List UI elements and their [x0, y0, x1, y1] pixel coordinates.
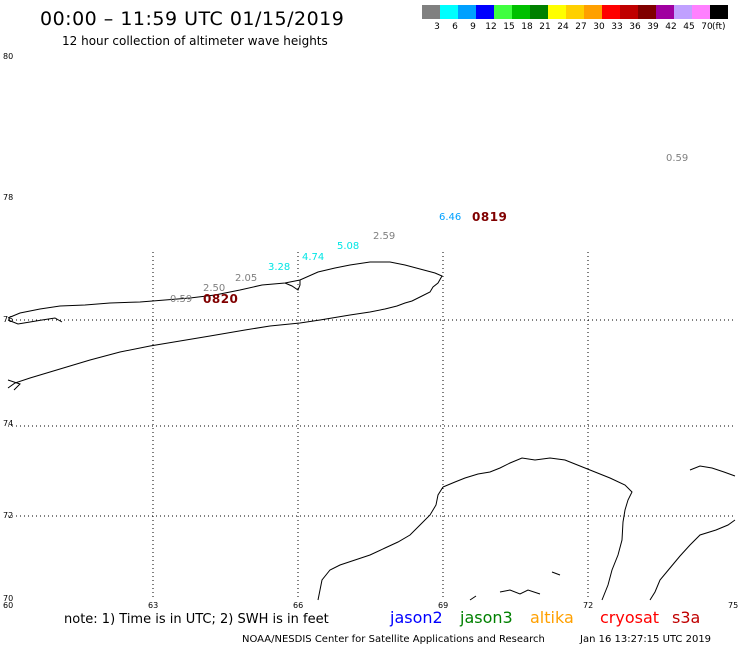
scale-label: 45: [683, 22, 695, 32]
wave-height-value: 4.74: [302, 252, 325, 263]
scale-label: 3: [434, 22, 440, 32]
pass-time-label: 0820: [203, 292, 239, 306]
wave-height-value: 0.59: [170, 294, 193, 305]
yugorsky-coast: [317, 486, 444, 601]
scale-label: 39: [647, 22, 659, 32]
scale-label: 70: [701, 22, 713, 32]
wave-height-value: 2.05: [235, 273, 258, 284]
scale-label: 18: [521, 22, 533, 32]
scale-swatch: [710, 5, 728, 19]
scale-label: 21: [539, 22, 551, 32]
longitude-label: 66: [293, 601, 304, 610]
scale-label: 15: [503, 22, 515, 32]
scale-label: 42: [665, 22, 677, 32]
latitude-label: 78: [3, 193, 14, 202]
satellite-legend-item: cryosat: [600, 608, 660, 627]
scale-swatch: [584, 5, 602, 19]
scale-swatch: [602, 5, 620, 19]
latitude-label: 70: [3, 594, 14, 603]
latitude-label: 76: [3, 315, 14, 324]
novaya-zemlya-north-coast: [7, 261, 443, 389]
scale-swatch: [458, 5, 476, 19]
scale-swatch: [476, 5, 494, 19]
wave-height-value: 2.50: [203, 283, 226, 294]
scale-swatch: [620, 5, 638, 19]
satellite-legend-item: jason2: [390, 608, 443, 627]
satellite-legend-item: s3a: [672, 608, 701, 627]
scale-swatch: [440, 5, 458, 19]
latitude-label: 80: [3, 52, 14, 61]
latitude-label: 74: [3, 419, 14, 428]
scale-swatch: [548, 5, 566, 19]
wave-height-value: 3.28: [268, 262, 291, 273]
map-subtitle: 12 hour collection of altimeter wave hei…: [62, 34, 328, 48]
footer-credit: NOAA/NESDIS Center for Satellite Applica…: [242, 634, 545, 645]
wave-height-value: 2.59: [373, 231, 396, 242]
scale-swatch: [494, 5, 512, 19]
longitude-label: 60: [3, 601, 14, 610]
scale-label: 9: [470, 22, 476, 32]
scale-label: 12: [485, 22, 497, 32]
gydan-coast: [649, 465, 736, 601]
scale-unit: (ft): [712, 22, 726, 32]
scale-swatch: [566, 5, 584, 19]
satellite-legend-item: jason3: [460, 608, 513, 627]
scale-label: 6: [452, 22, 458, 32]
scale-label: 33: [611, 22, 623, 32]
scale-swatch: [674, 5, 692, 19]
scale-swatch: [692, 5, 710, 19]
pass-time-label: 0819: [472, 210, 508, 224]
baydaratskaya-coast: [469, 571, 561, 601]
coastlines: [7, 261, 736, 601]
graticule: [8, 252, 735, 600]
longitude-label: 69: [438, 601, 449, 610]
satellite-legend-item: altika: [530, 608, 574, 627]
scale-label: 24: [557, 22, 569, 32]
longitude-label: 75: [728, 601, 739, 610]
wave-height-value: 5.08: [337, 241, 360, 252]
wave-height-value: 0.59: [666, 153, 689, 164]
yamal-peninsula-coast: [442, 457, 633, 601]
longitude-label: 63: [148, 601, 159, 610]
novaya-zemlya-inlet: [284, 280, 301, 291]
scale-swatch: [422, 5, 440, 19]
footer-timestamp: Jan 16 13:27:15 UTC 2019: [580, 634, 712, 645]
wave-height-value: 6.46: [439, 212, 462, 223]
latitude-label: 72: [3, 511, 14, 520]
scale-label: 30: [593, 22, 605, 32]
map-title: 00:00 – 11:59 UTC 01/15/2019: [40, 8, 345, 30]
scale-swatch: [512, 5, 530, 19]
longitude-label: 72: [583, 601, 594, 610]
scale-label: 27: [575, 22, 587, 32]
scale-swatch: [656, 5, 674, 19]
scale-swatch: [530, 5, 548, 19]
scale-swatch: [638, 5, 656, 19]
novaya-zemlya-southwest-coast: [7, 317, 63, 391]
scale-label: 36: [629, 22, 641, 32]
footer-note: note: 1) Time is in UTC; 2) SWH is in fe…: [64, 612, 329, 627]
